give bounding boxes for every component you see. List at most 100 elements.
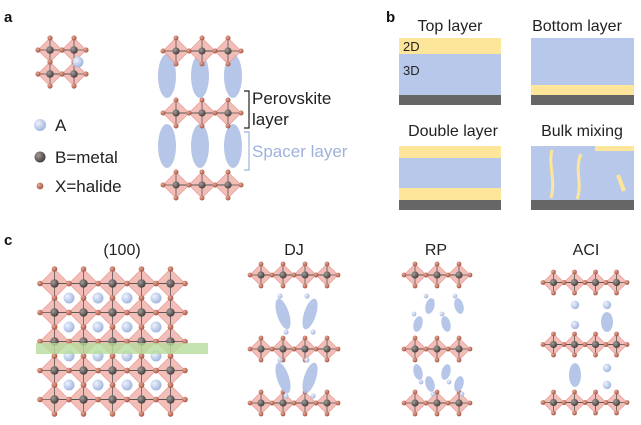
halide-atom xyxy=(160,48,166,54)
halide-atom xyxy=(572,290,577,296)
metal-atom xyxy=(224,181,232,189)
atom-legend: A B=metal X=halide xyxy=(34,116,122,196)
halide-atom xyxy=(412,261,418,267)
metal-atom xyxy=(172,47,180,55)
halide-atom xyxy=(47,35,53,41)
halide-atom xyxy=(324,357,330,363)
halide-atom xyxy=(83,47,89,53)
halide-atom xyxy=(467,346,473,352)
unit-cell-structure xyxy=(35,35,89,89)
halide-atom xyxy=(302,261,308,267)
halide-atom xyxy=(551,269,556,275)
halide-atom xyxy=(153,367,159,374)
metal-atom xyxy=(591,340,600,349)
halide-atom xyxy=(71,35,77,41)
halide-atom xyxy=(182,396,188,403)
halide-atom xyxy=(186,48,192,54)
metal-atom xyxy=(257,345,265,353)
halide-atom xyxy=(247,346,253,352)
perovskite-label-line2: layer xyxy=(252,110,289,129)
top-layer-title: Top layer xyxy=(418,18,484,35)
halide-atom xyxy=(593,269,598,275)
halide-atom xyxy=(335,346,341,352)
halide-atom xyxy=(335,400,341,406)
a-cation-atom xyxy=(277,293,283,299)
halide-atom xyxy=(95,338,101,345)
a-cation-atom xyxy=(63,321,75,333)
halide-atom xyxy=(434,335,440,341)
halide-atom xyxy=(225,195,231,201)
halide-atom xyxy=(280,335,286,341)
metal-atom xyxy=(549,398,558,407)
halide-atom xyxy=(71,83,77,89)
metal-atom xyxy=(50,366,59,375)
halide-atom xyxy=(572,331,577,337)
halide-atom xyxy=(258,389,264,395)
a-cation-atom xyxy=(150,321,162,333)
panel-c: c (100) DJ RP ACI xyxy=(4,232,630,417)
a-cation-atom xyxy=(92,321,104,333)
halide-atom xyxy=(47,59,53,65)
halide-atom xyxy=(66,338,72,345)
halide-atom xyxy=(59,71,65,77)
a-cation-atom xyxy=(430,391,436,397)
halide-atom xyxy=(551,290,556,296)
legend-a-swatch xyxy=(34,119,46,131)
a-cation-atom xyxy=(150,379,162,391)
halide-atom xyxy=(173,169,179,175)
metal-atom xyxy=(137,395,146,404)
metal-atom xyxy=(79,395,88,404)
spacer-molecule xyxy=(191,124,209,168)
bulk-mixing-device xyxy=(531,146,634,210)
halide-atom xyxy=(225,61,231,67)
metal-atom xyxy=(411,399,419,407)
halide-atom xyxy=(434,283,440,289)
a-cation-atom xyxy=(283,393,289,399)
a-cation-atom xyxy=(121,292,133,304)
spacer-layer-label: Spacer layer xyxy=(252,142,348,161)
a-cation-atom xyxy=(150,292,162,304)
metal-atom xyxy=(279,399,287,407)
halide-atom xyxy=(456,357,462,363)
metal-atom xyxy=(301,271,309,279)
metal-atom xyxy=(612,278,621,287)
halide-atom xyxy=(173,35,179,41)
halide-atom xyxy=(434,411,440,417)
metal-atom xyxy=(570,278,579,287)
halide-atom xyxy=(561,280,567,285)
halide-atom xyxy=(313,346,319,352)
halide-atom xyxy=(95,280,101,287)
halide-atom xyxy=(83,71,89,77)
structure-title-aci: ACI xyxy=(573,242,600,259)
halide-atom xyxy=(59,47,65,53)
halide-atom xyxy=(412,357,418,363)
halide-atom xyxy=(540,342,546,347)
metal-atom xyxy=(591,398,600,407)
halide-atom xyxy=(582,280,588,285)
spacer-molecule xyxy=(441,364,451,380)
legend-b-swatch xyxy=(34,151,46,163)
halide-atom xyxy=(138,266,145,272)
spacer-molecule xyxy=(158,124,176,168)
halide-atom xyxy=(80,266,87,272)
metal-atom xyxy=(301,345,309,353)
halide-atom xyxy=(401,346,407,352)
metal-atom xyxy=(50,308,59,317)
halide-atom xyxy=(199,169,205,175)
metal-atom xyxy=(137,366,146,375)
legend-label-x: X=halide xyxy=(55,177,122,196)
halide-atom xyxy=(614,269,619,275)
halide-atom xyxy=(109,411,116,417)
halide-atom xyxy=(35,71,41,77)
a-cation-atom xyxy=(72,56,84,68)
structure-aci xyxy=(540,269,630,416)
halide-atom xyxy=(182,309,188,316)
a-cation-atom xyxy=(277,357,283,363)
metal-atom xyxy=(570,398,579,407)
halide-atom xyxy=(80,382,87,388)
perovskite-bracket xyxy=(244,90,250,129)
halide-atom xyxy=(80,353,87,359)
halide-atom xyxy=(313,272,319,278)
legend-label-b: B=metal xyxy=(55,148,118,167)
halide-atom xyxy=(434,357,440,363)
